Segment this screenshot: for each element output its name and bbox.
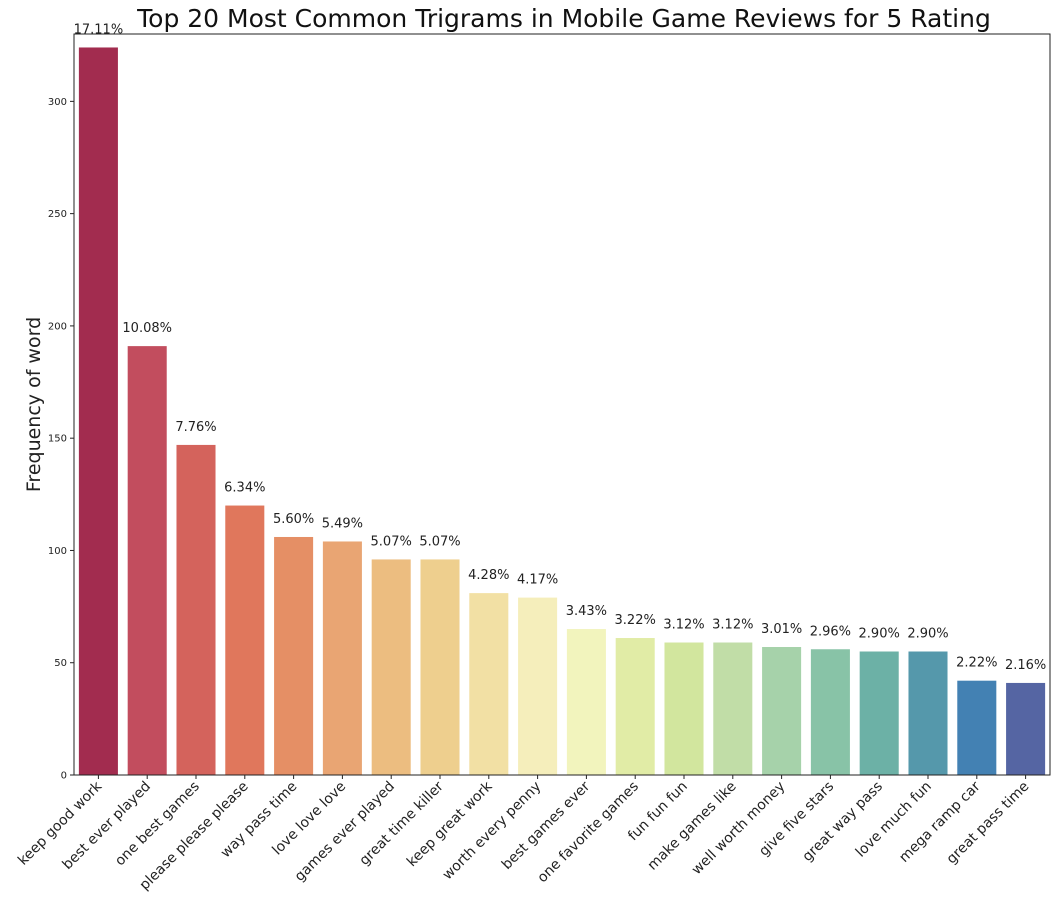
data-label-6: 5.07%	[371, 534, 412, 549]
data-label-1: 10.08%	[122, 321, 172, 336]
bar-2	[176, 444, 216, 775]
bar-12	[664, 642, 704, 775]
x-tick-label-14: well worth money	[689, 779, 789, 879]
data-label-3: 6.34%	[224, 481, 265, 496]
data-label-7: 5.07%	[419, 534, 460, 549]
x-tick-label-19: great pass time	[944, 779, 1033, 868]
bar-11	[615, 638, 655, 775]
data-label-15: 2.96%	[810, 624, 851, 639]
bar-5	[322, 541, 362, 775]
y-tick-label-3: 150	[48, 434, 67, 445]
data-label-8: 4.28%	[468, 568, 509, 583]
y-tick-label-5: 250	[48, 209, 67, 220]
data-label-2: 7.76%	[175, 420, 216, 435]
x-tick-label-2: one best games	[112, 779, 203, 870]
bar-13	[713, 642, 753, 775]
data-label-16: 2.90%	[859, 627, 900, 642]
bar-1	[127, 346, 167, 775]
data-label-18: 2.22%	[956, 656, 997, 671]
y-tick-label-0: 0	[61, 771, 67, 782]
bar-17	[908, 651, 948, 775]
bar-4	[274, 536, 314, 775]
x-tick-label-1: best ever played	[60, 779, 154, 873]
y-tick-label-2: 100	[48, 546, 67, 557]
chart-title: Top 20 Most Common Trigrams in Mobile Ga…	[137, 4, 991, 33]
data-label-10: 3.43%	[566, 604, 607, 619]
bars-layer	[78, 47, 1046, 776]
data-label-11: 3.22%	[615, 613, 656, 628]
y-tick-label-6: 300	[48, 97, 67, 108]
bar-16	[859, 651, 899, 775]
y-tick-label-4: 200	[48, 321, 67, 332]
bar-19	[1006, 682, 1046, 775]
data-label-17: 2.90%	[907, 627, 948, 642]
bar-6	[371, 559, 411, 775]
bar-9	[518, 597, 558, 775]
x-tick-label-10: best games ever	[499, 778, 594, 873]
data-label-0: 17.11%	[74, 22, 124, 37]
data-label-9: 4.17%	[517, 573, 558, 588]
data-label-13: 3.12%	[712, 618, 753, 633]
data-label-14: 3.01%	[761, 622, 802, 637]
bar-10	[566, 629, 606, 775]
bar-14	[762, 647, 802, 775]
data-label-5: 5.49%	[322, 516, 363, 531]
y-tick-label-1: 50	[54, 658, 67, 669]
x-tick-label-13: make games like	[645, 779, 740, 874]
x-tick-label-8: keep great work	[404, 778, 496, 870]
data-labels-layer: 17.11% 10.08% 7.76% 6.34% 5.60% 5.49% 5.07% 5.0…	[74, 22, 1047, 672]
bar-7	[420, 559, 460, 775]
data-label-19: 2.16%	[1005, 658, 1046, 673]
x-tick-label-0: keep good work	[15, 778, 106, 869]
bar-15	[810, 649, 850, 775]
plot-frame	[73, 33, 1051, 776]
bar-3	[225, 505, 265, 775]
bar-18	[957, 680, 997, 775]
x-tick-label-7: great time killer	[357, 778, 447, 868]
data-label-4: 5.60%	[273, 512, 314, 527]
bar-8	[469, 593, 509, 775]
data-label-12: 3.12%	[663, 618, 704, 633]
y-axis-label: Frequency of word	[23, 317, 45, 492]
bar-0	[78, 47, 118, 776]
